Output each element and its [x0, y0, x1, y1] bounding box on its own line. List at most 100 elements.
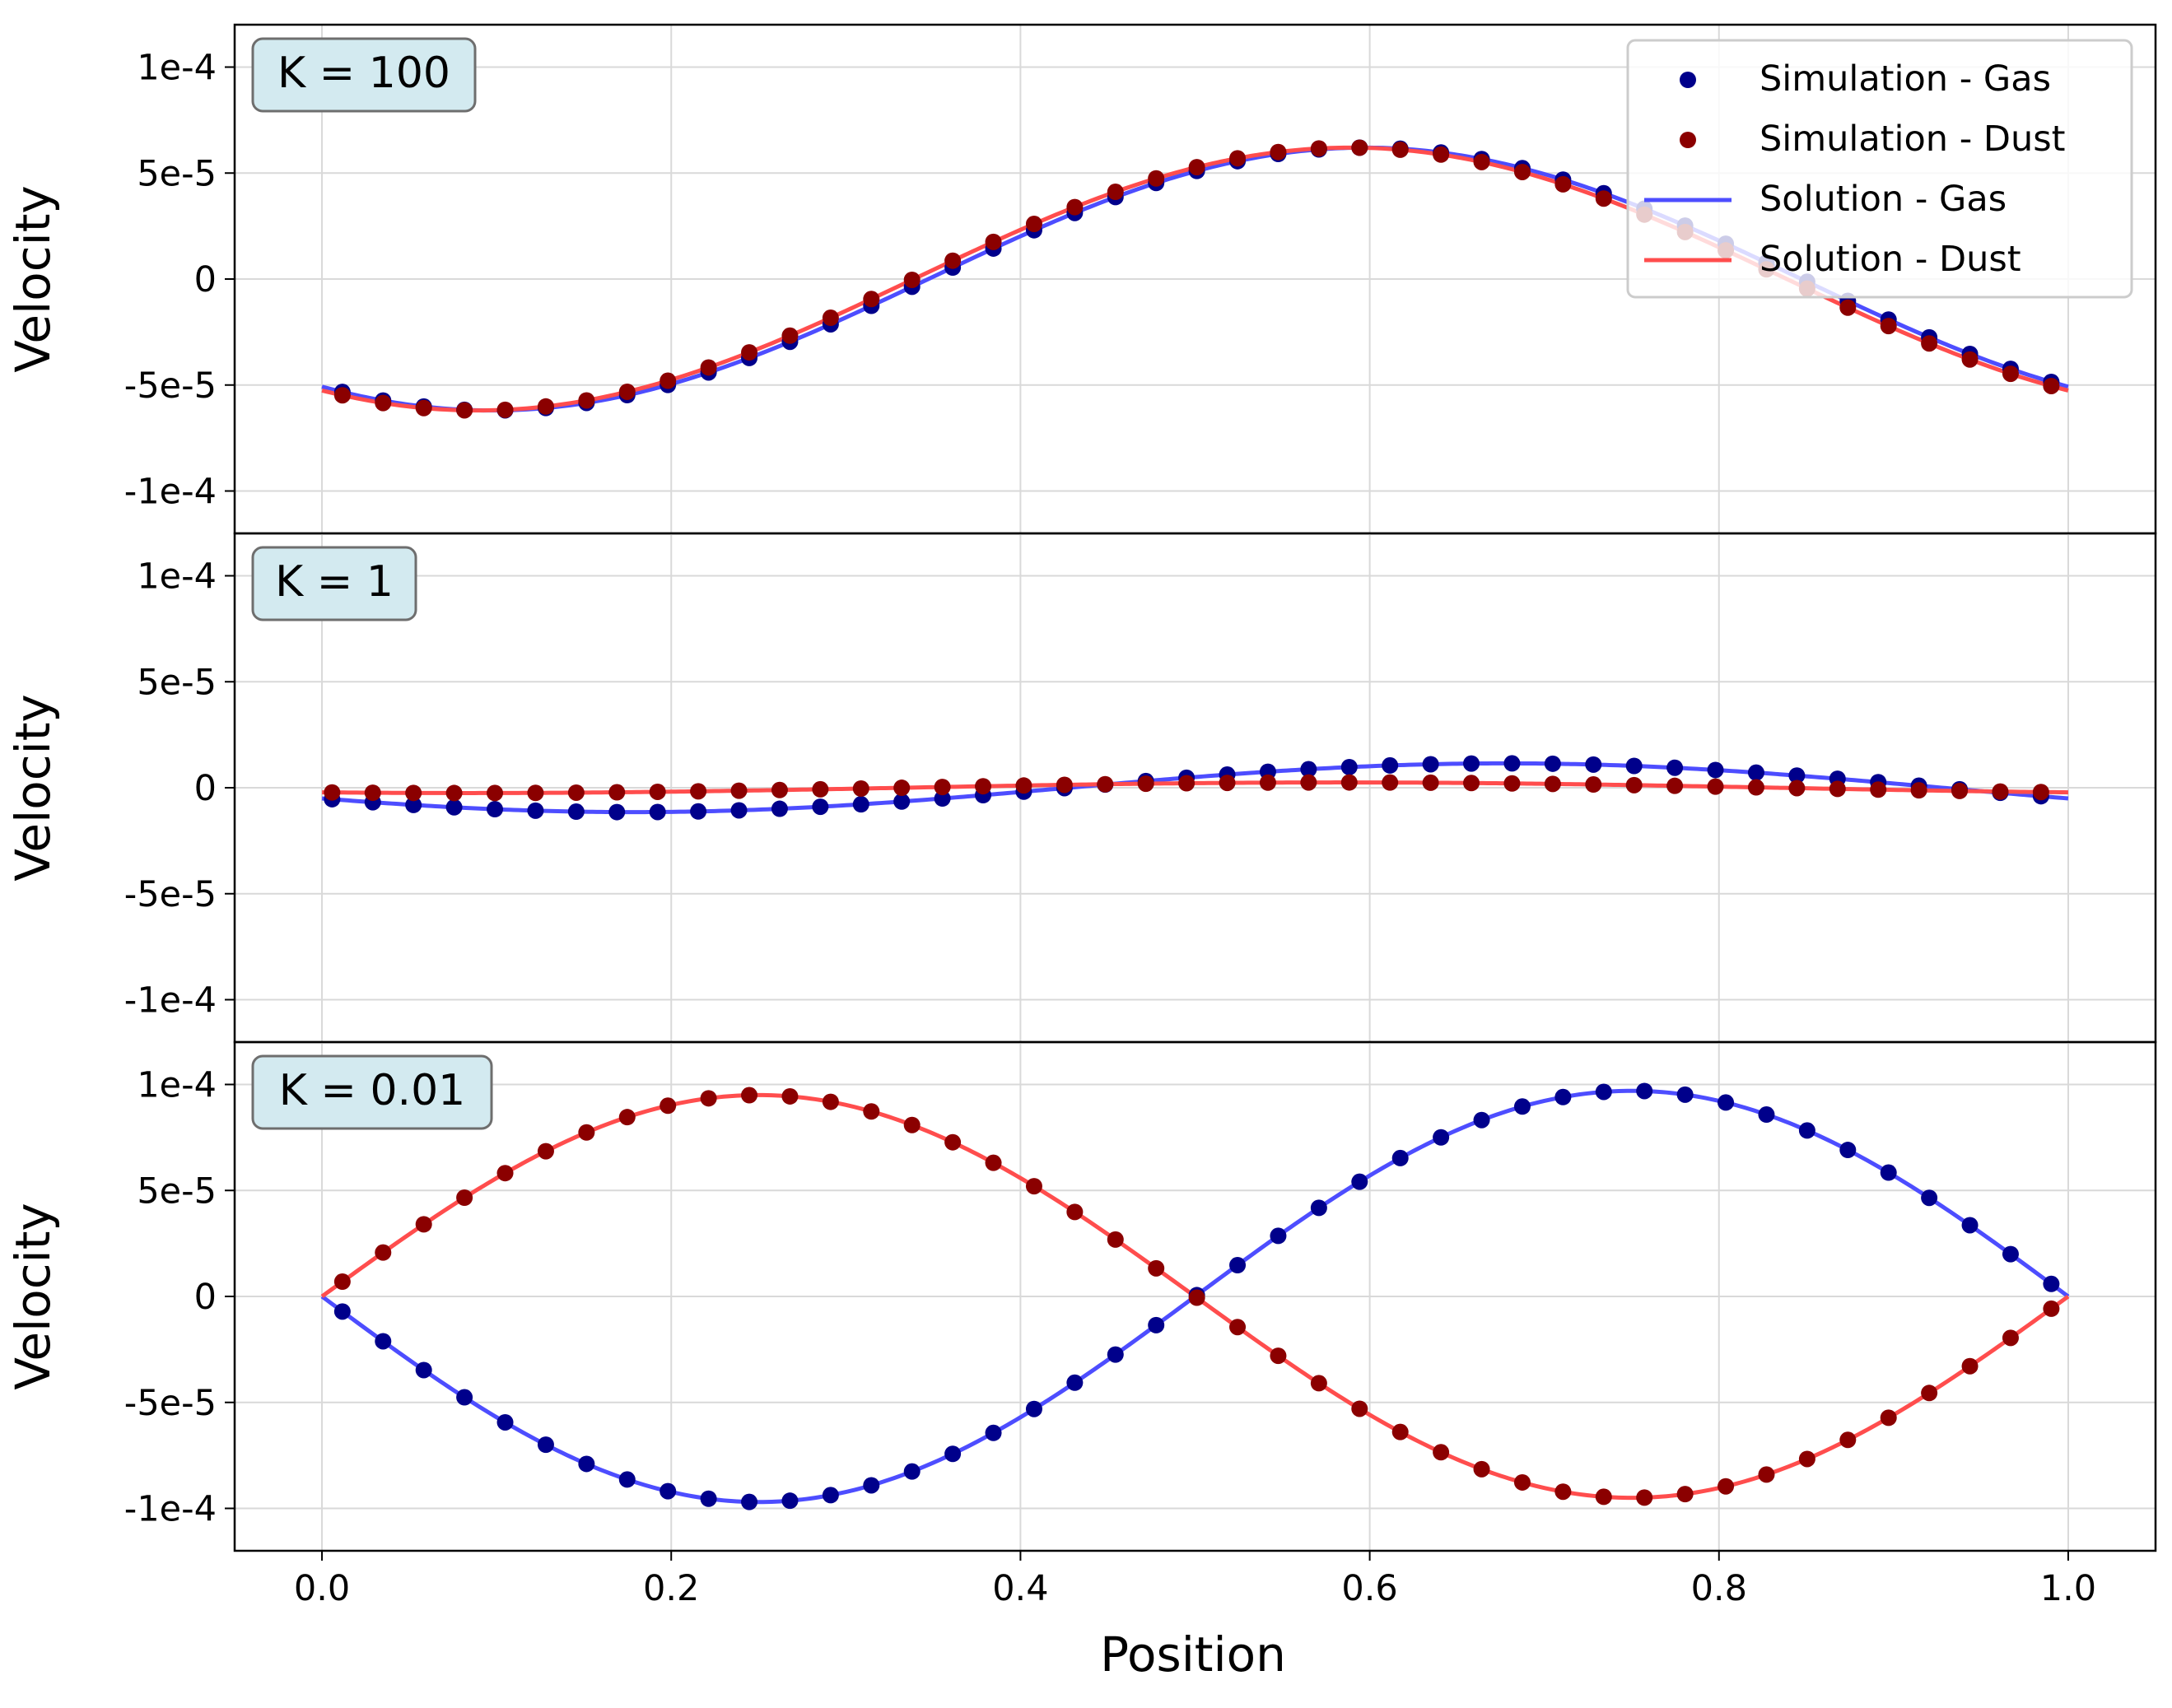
- sim-dust-point: [1391, 141, 1409, 158]
- x-tick-label: 0.8: [1691, 1568, 1747, 1609]
- sim-dust-point: [1839, 299, 1857, 316]
- sim-gas-point: [567, 803, 585, 821]
- sim-dust-point: [903, 1116, 921, 1133]
- sim-dust-point: [1188, 1289, 1205, 1306]
- legend-label-sim-dust: Simulation - Dust: [1760, 119, 2066, 160]
- sim-dust-point: [1433, 1444, 1450, 1461]
- sim-dust-point: [934, 779, 951, 796]
- sim-dust-point: [567, 784, 585, 801]
- sim-dust-point: [1473, 153, 1490, 170]
- sim-dust-point: [903, 271, 921, 288]
- x-tick-label: 0.0: [294, 1568, 350, 1609]
- sim-gas-point: [690, 803, 707, 820]
- sim-dust-point: [1382, 774, 1399, 791]
- sim-dust-point: [1066, 1203, 1084, 1221]
- sim-dust-point: [364, 784, 381, 802]
- k-annotation-label: K = 100: [277, 49, 450, 98]
- y-axis-label: Velocity: [5, 1203, 61, 1390]
- sim-dust-point: [1025, 216, 1042, 233]
- sim-dust-point: [863, 291, 880, 308]
- y-tick-label: 1e-4: [137, 556, 217, 598]
- sim-dust-point: [2043, 1300, 2060, 1317]
- x-tick-label: 1.0: [2040, 1568, 2096, 1609]
- sim-dust-point: [985, 233, 1002, 250]
- sim-dust-point: [456, 402, 473, 419]
- sim-gas-point: [2002, 1245, 2019, 1263]
- sim-gas-point: [771, 800, 788, 817]
- sim-dust-point: [1503, 775, 1521, 792]
- sim-dust-point: [1229, 1319, 1247, 1336]
- sim-dust-point: [415, 399, 432, 417]
- x-tick-label: 0.4: [992, 1568, 1048, 1609]
- sim-dust-point: [690, 783, 707, 800]
- sim-dust-point: [1015, 777, 1032, 794]
- sim-dust-point: [333, 387, 351, 404]
- sim-dust-point: [618, 383, 636, 400]
- sim-dust-point: [1585, 776, 1602, 793]
- sim-gas-point: [985, 1424, 1002, 1441]
- sim-dust-point: [741, 344, 758, 361]
- sim-gas-point: [934, 790, 951, 807]
- sim-gas-point: [1340, 758, 1358, 775]
- sim-dust-point: [1595, 190, 1612, 207]
- sim-dust-point: [771, 781, 788, 798]
- sim-dust-point: [1219, 775, 1236, 792]
- sim-gas-point: [1718, 1094, 1735, 1111]
- sim-dust-point: [812, 780, 829, 798]
- sim-gas-point: [1025, 1400, 1042, 1417]
- k-annotation-box: [251, 37, 477, 113]
- sim-dust-point: [730, 782, 748, 799]
- sim-dust-point: [608, 784, 626, 801]
- sim-dust-point: [1513, 163, 1531, 180]
- y-tick-label: -5e-5: [124, 874, 217, 915]
- sim-gas-point: [741, 1493, 758, 1510]
- sim-dust-point: [1188, 159, 1205, 176]
- x-tick-label: 0.2: [643, 1568, 699, 1609]
- sim-gas-point: [1422, 756, 1439, 773]
- sim-gas-point: [1666, 759, 1684, 776]
- sim-gas-point: [1839, 1142, 1857, 1159]
- legend-marker-sim-dust: [1680, 132, 1696, 148]
- sim-dust-point: [1340, 774, 1358, 791]
- sim-dust-point: [660, 1097, 677, 1115]
- sim-dust-point: [1178, 775, 1196, 792]
- sim-gas-point: [1554, 1088, 1572, 1105]
- y-tick-label: 5e-5: [137, 662, 217, 703]
- sim-dust-point: [1992, 783, 2009, 800]
- sim-dust-point: [2002, 1329, 2019, 1347]
- sim-gas-point: [1391, 1149, 1409, 1166]
- sim-dust-point: [1707, 778, 1724, 795]
- sim-dust-point: [1107, 184, 1124, 201]
- sim-gas-point: [1961, 1217, 1979, 1234]
- sim-gas-point: [537, 1436, 554, 1454]
- sim-dust-point: [1921, 335, 1938, 352]
- sim-gas-point: [903, 1463, 921, 1480]
- sim-dust-point: [415, 1216, 432, 1233]
- sim-dust-point: [1788, 780, 1806, 797]
- sim-gas-point: [445, 798, 463, 816]
- sim-gas-point: [496, 1413, 514, 1431]
- y-tick-label: 0: [194, 768, 217, 809]
- panel-2: -1e-4 -5e-5 0 5e-5 1e-4 Velocity K = 1: [5, 532, 2157, 1044]
- sim-gas-point: [1747, 764, 1764, 781]
- sim-dust-point: [649, 783, 666, 800]
- sim-dust-point: [1310, 1375, 1327, 1392]
- legend: Simulation - Gas Simulation - Dust Solut…: [1626, 39, 2133, 299]
- sim-gas-point: [781, 1492, 799, 1510]
- sim-dust-point: [781, 327, 799, 344]
- sim-dust-point: [527, 784, 544, 802]
- sim-gas-point: [487, 801, 504, 818]
- sim-dust-point: [1625, 776, 1643, 793]
- y-tick-label: 1e-4: [137, 48, 217, 89]
- sim-dust-point: [1676, 1486, 1694, 1503]
- sim-gas-point: [1880, 1164, 1897, 1181]
- sim-gas-point: [660, 1482, 677, 1500]
- y-tick-label: 5e-5: [137, 153, 217, 194]
- sim-dust-point: [700, 359, 717, 376]
- sim-dust-point: [324, 784, 341, 801]
- sim-dust-point: [944, 252, 962, 269]
- sim-dust-point: [822, 1093, 839, 1110]
- k-annotation-box: [251, 546, 417, 621]
